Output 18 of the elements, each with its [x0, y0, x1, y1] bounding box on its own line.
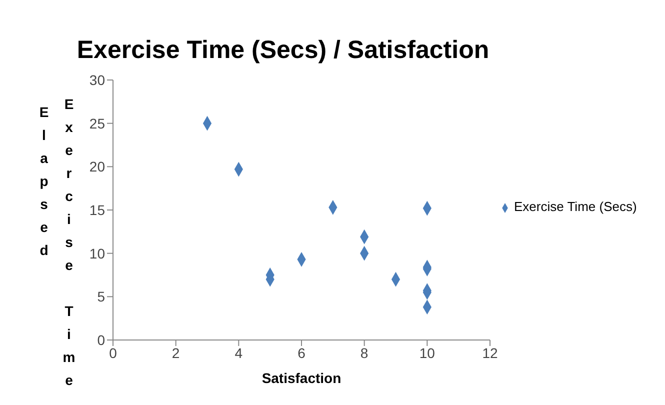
x-tick-label: 8 — [360, 344, 368, 361]
y-axis-title: Elapsed Exercise Time — [36, 96, 77, 395]
x-tick-label: 10 — [419, 344, 436, 361]
x-axis-title: Satisfaction — [262, 370, 342, 386]
legend-label: Exercise Time (Secs) — [514, 199, 637, 214]
y-tick-label: 5 — [97, 288, 106, 305]
chart-title: Exercise Time (Secs) / Satisfaction — [76, 36, 490, 65]
x-tick-label: 0 — [109, 344, 118, 361]
y-tick-label: 0 — [97, 332, 106, 348]
x-tick-label: 12 — [482, 344, 498, 361]
x-tick-label: 4 — [234, 344, 243, 361]
y-tick-label: 10 — [89, 245, 106, 262]
y-tick-label: 20 — [89, 158, 106, 175]
x-tick-label: 2 — [172, 344, 180, 361]
x-tick-label: 6 — [298, 344, 306, 361]
y-tick-label: 25 — [89, 115, 106, 132]
y-tick-label: 15 — [89, 202, 106, 218]
y-tick-label: 30 — [89, 72, 106, 88]
